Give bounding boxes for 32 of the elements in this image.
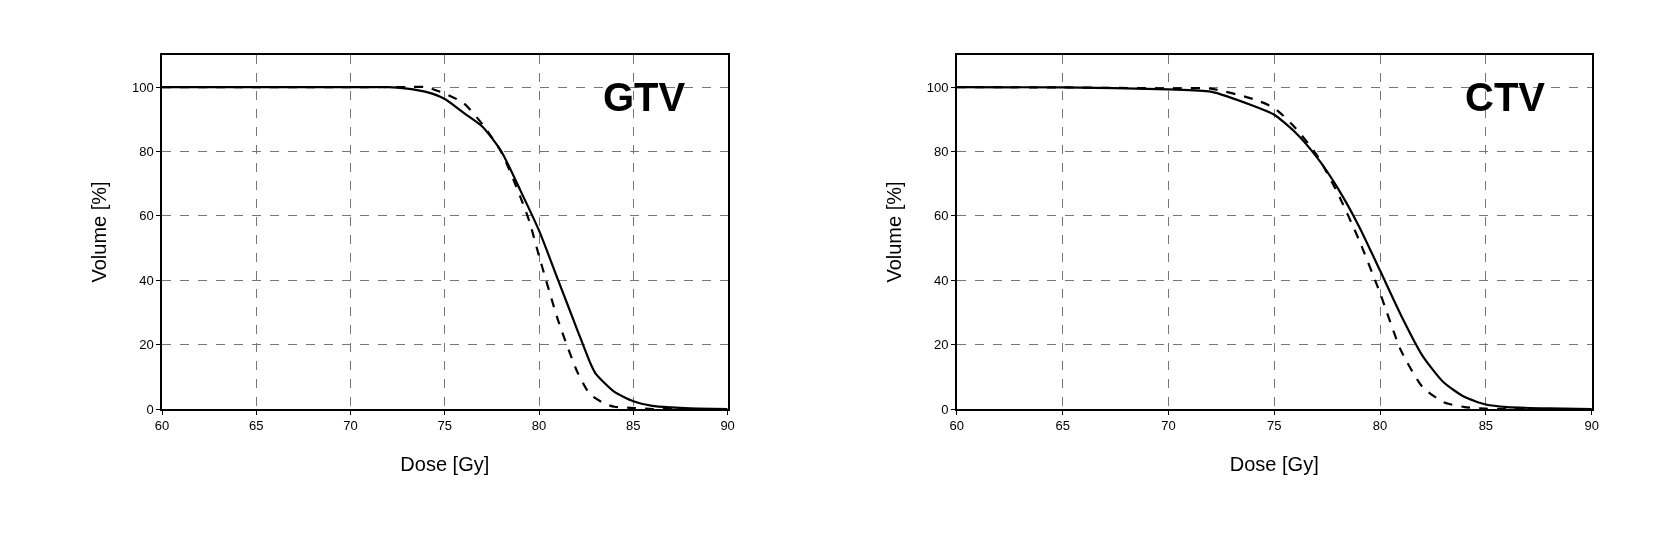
- x-tick-label: 70: [1161, 418, 1176, 434]
- y-tick-label: 40: [934, 272, 949, 288]
- y-axis-title: Volume [%]: [882, 181, 905, 283]
- text: CTV: [1465, 75, 1546, 119]
- x-axis-title: Dose [Gy]: [1229, 453, 1319, 476]
- y-axis-title: Volume [%]: [87, 181, 110, 283]
- x-tick-label: 65: [1055, 418, 1070, 434]
- x-tick-label: 60: [949, 418, 965, 434]
- x-tick-label: 90: [720, 418, 735, 434]
- x-tick-label: 75: [1267, 418, 1282, 434]
- x-tick-label: 85: [1478, 418, 1494, 434]
- y-tick-label: 40: [139, 272, 154, 288]
- x-tick-label: 70: [343, 418, 358, 434]
- x-axis-title: Dose [Gy]: [400, 453, 490, 476]
- x-tick-label: 90: [1584, 418, 1599, 434]
- text: GTV: [603, 75, 686, 119]
- x-tick-label: 60: [154, 418, 170, 434]
- y-tick-label: 0: [941, 401, 949, 417]
- x-tick-label: 75: [437, 418, 453, 434]
- x-tick-label: 80: [1372, 418, 1388, 434]
- y-tick-label: 80: [139, 144, 154, 160]
- y-tick-label: 100: [926, 79, 949, 95]
- y-tick-label: 60: [139, 208, 154, 224]
- y-tick-label: 100: [131, 79, 154, 95]
- y-tick-label: 20: [934, 337, 949, 353]
- y-tick-label: 80: [934, 144, 949, 160]
- x-tick-label: 65: [249, 418, 264, 434]
- y-tick-label: 20: [139, 337, 154, 353]
- x-tick-label: 85: [626, 418, 641, 434]
- x-tick-label: 80: [531, 418, 547, 434]
- y-tick-label: 0: [146, 401, 154, 417]
- y-tick-label: 60: [934, 208, 949, 224]
